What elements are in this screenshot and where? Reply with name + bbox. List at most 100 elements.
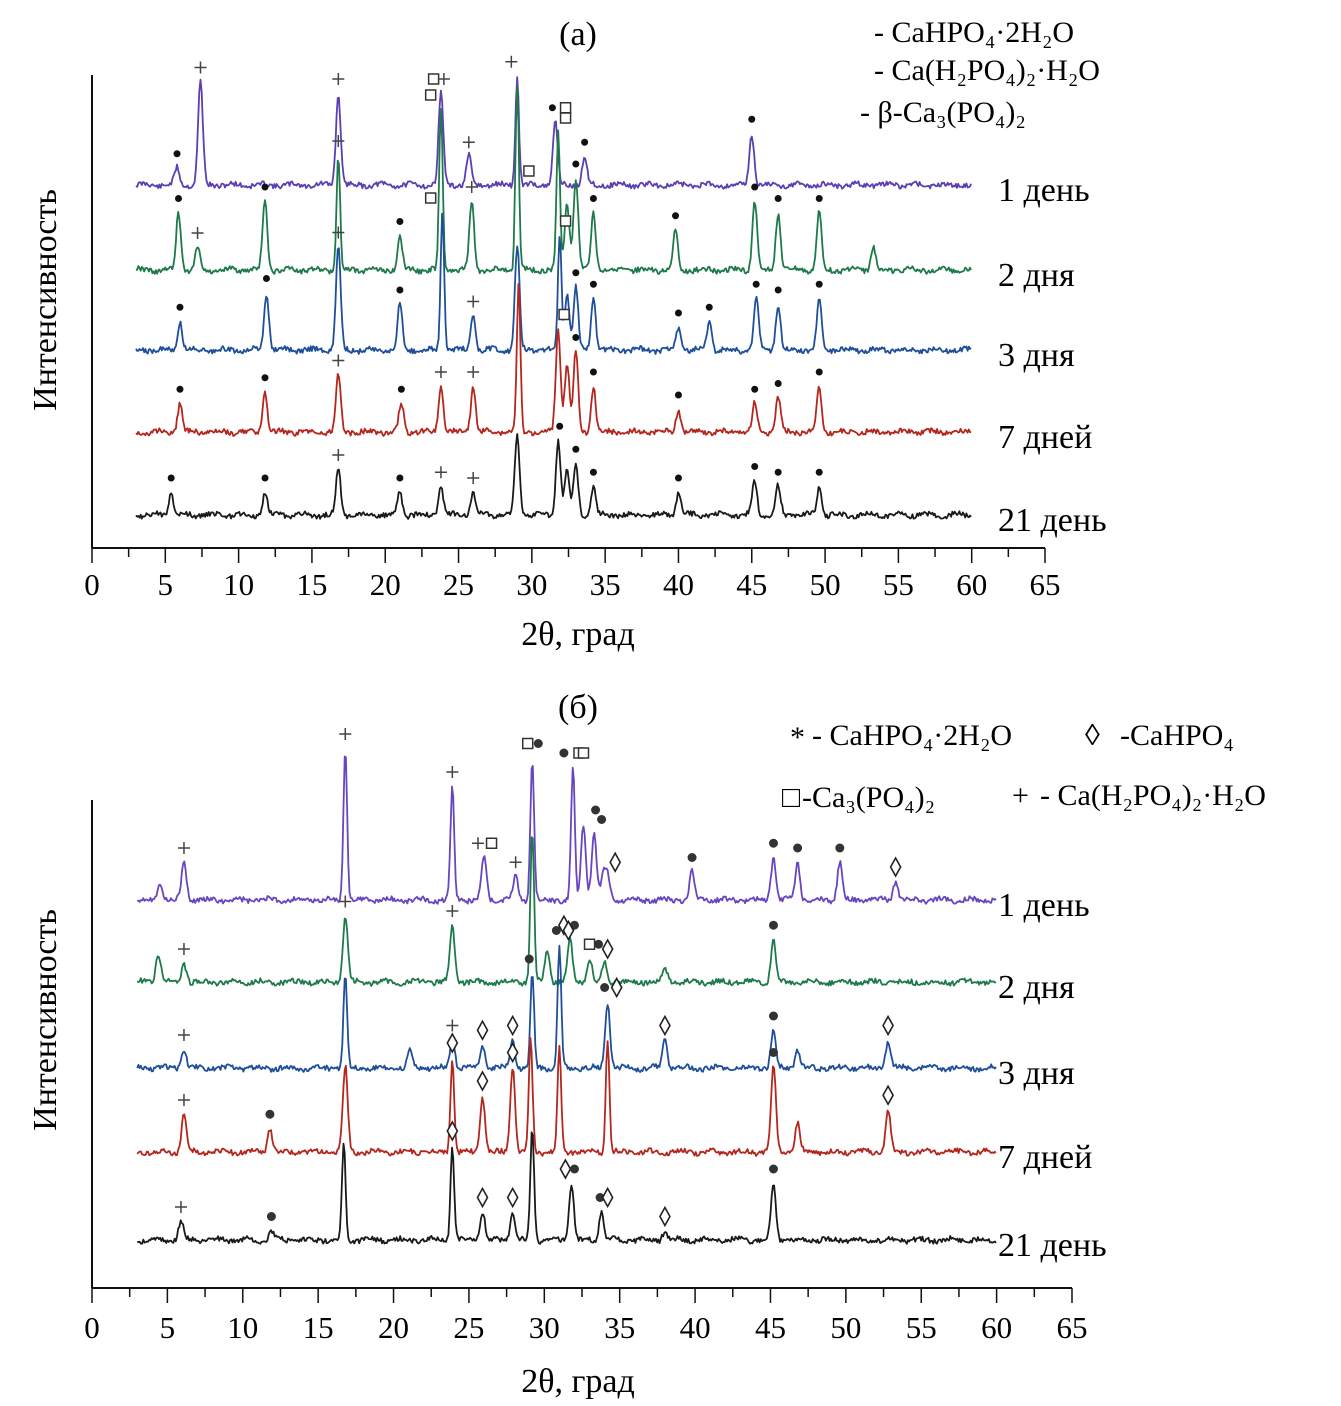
- peak-marker-square: [577, 747, 590, 759]
- peak-marker-dot: [175, 195, 183, 202]
- peak-marker-dot: [774, 195, 782, 202]
- peak-marker-dot: [815, 280, 823, 288]
- peak-marker-dot: [674, 309, 682, 317]
- peak-marker-plus: [332, 73, 345, 85]
- peak-marker-asterisk: [768, 838, 778, 848]
- panel-b-ylabel: Интенсивность: [27, 909, 64, 1131]
- x-tick-label: 35: [604, 1310, 635, 1345]
- peak-marker-dot: [751, 183, 759, 191]
- peak-marker-square: [427, 73, 440, 85]
- panel-a-ylabel: Интенсивность: [27, 189, 64, 411]
- peak-marker-plus: [505, 55, 518, 68]
- x-tick-label: 55: [883, 567, 914, 602]
- peak-marker-diamond: [446, 1120, 459, 1142]
- peak-marker-plus: [332, 354, 345, 367]
- peak-marker-plus: [332, 135, 345, 147]
- peak-marker-square: [485, 837, 498, 849]
- peak-marker-asterisk: [768, 1164, 778, 1174]
- series-label: 3 дня: [998, 337, 1075, 374]
- x-tick-label: 60: [981, 1310, 1012, 1345]
- panel-b-traces: 1 день 2 дня 3 дня 7 дней 21 день: [136, 728, 1107, 1264]
- peak-marker-diamond: [476, 1070, 489, 1092]
- peak-marker-square: [424, 89, 437, 101]
- peak-marker-asterisk: [768, 1048, 778, 1057]
- panel-a-traces: 1 день 2 дня 3 дня 7 дней 21 день: [135, 55, 1107, 539]
- peak-marker-plus: [177, 943, 190, 955]
- peak-marker-plus: [177, 842, 190, 854]
- peak-marker-dot: [748, 115, 756, 123]
- series-trace-4: [136, 1037, 997, 1157]
- x-tick-label: 40: [680, 1310, 711, 1345]
- peak-marker-diamond: [889, 856, 902, 878]
- x-tick-label: 5: [158, 567, 174, 602]
- legend-b-item-4: - Ca(H₂PO₄)₂·H₂O: [1040, 779, 1266, 812]
- x-tick-label: 40: [663, 567, 694, 602]
- peak-marker-dot: [774, 286, 782, 294]
- peak-marker-plus: [332, 226, 345, 239]
- peak-marker-plus: [339, 728, 352, 740]
- x-tick-label: 45: [755, 1310, 786, 1345]
- peak-marker-plus: [467, 295, 480, 308]
- peak-marker-plus: [437, 73, 450, 85]
- peak-marker-diamond: [882, 1084, 894, 1106]
- series-trace-1: [135, 76, 972, 190]
- peak-marker-dot: [774, 380, 782, 387]
- series-label: 21 день: [998, 1227, 1107, 1264]
- legend-a-item-1: - CaHPO₄·2H₂O: [874, 16, 1074, 49]
- x-tick-label: 50: [810, 567, 841, 602]
- peak-marker-dot: [815, 468, 823, 476]
- peak-marker-diamond: [882, 1014, 894, 1037]
- peak-marker-diamond: [476, 1019, 489, 1041]
- peak-marker-plus: [434, 466, 447, 479]
- series-trace-5: [137, 1131, 997, 1245]
- peak-marker-plus: [332, 449, 345, 461]
- peak-marker-dot: [815, 195, 823, 202]
- peak-marker-plus: [174, 1201, 187, 1213]
- peak-marker-plus: [446, 905, 459, 917]
- peak-marker-plus: [446, 1019, 459, 1032]
- peak-marker-diamond: [506, 1186, 519, 1209]
- legend-b-item-1: - CaHPO₄·2H₂O: [812, 719, 1012, 752]
- x-tick-label: 5: [160, 1310, 176, 1345]
- x-tick-label: 30: [529, 1310, 560, 1345]
- peak-marker-asterisk: [793, 843, 803, 853]
- peak-marker-dot: [572, 334, 580, 341]
- peak-marker-asterisk: [597, 815, 607, 824]
- series-trace-5: [135, 433, 972, 520]
- series-label: 1 день: [998, 887, 1090, 924]
- x-tick-label: 65: [1057, 1310, 1088, 1345]
- peak-marker-plus: [509, 856, 522, 869]
- series-label: 3 дня: [998, 1055, 1075, 1092]
- peak-marker-asterisk: [687, 853, 697, 862]
- x-tick-label: 15: [296, 567, 327, 602]
- peak-marker-square: [558, 308, 570, 321]
- series-trace-4: [135, 283, 972, 437]
- peak-marker-diamond: [659, 1014, 671, 1037]
- panel-b-xlabel: 2θ, град: [521, 1363, 635, 1400]
- peak-marker-diamond: [559, 1158, 572, 1180]
- peak-marker-plus: [465, 181, 478, 193]
- x-tick-label: 65: [1030, 567, 1061, 602]
- peak-marker-plus: [462, 136, 475, 149]
- x-tick-label: 10: [227, 1310, 258, 1345]
- peak-marker-asterisk: [533, 739, 543, 748]
- peak-marker-dot: [556, 422, 564, 430]
- peak-marker-dot: [548, 104, 556, 112]
- legend-a-item-3: - β-Ca₃(PO₄)₂: [860, 96, 1026, 129]
- panel-a-xlabel: 2θ, град: [521, 616, 635, 653]
- peak-marker-dot: [173, 150, 181, 158]
- peak-marker-diamond: [506, 1014, 519, 1037]
- legend-b-symbol-2: ◊: [1085, 719, 1100, 752]
- x-tick-label: 60: [956, 567, 987, 602]
- peak-marker-square: [559, 215, 572, 227]
- peak-marker-square: [424, 192, 437, 204]
- peak-marker-dot: [674, 391, 682, 399]
- peak-marker-asterisk: [595, 1193, 605, 1202]
- peak-marker-diamond: [610, 976, 623, 999]
- peak-marker-square: [523, 165, 535, 177]
- series-label: 1 день: [998, 172, 1090, 209]
- peak-marker-plus: [194, 61, 207, 74]
- peak-marker-dot: [672, 212, 680, 220]
- legend-b-item-3: -Ca₃(PO₄)₂: [802, 781, 935, 814]
